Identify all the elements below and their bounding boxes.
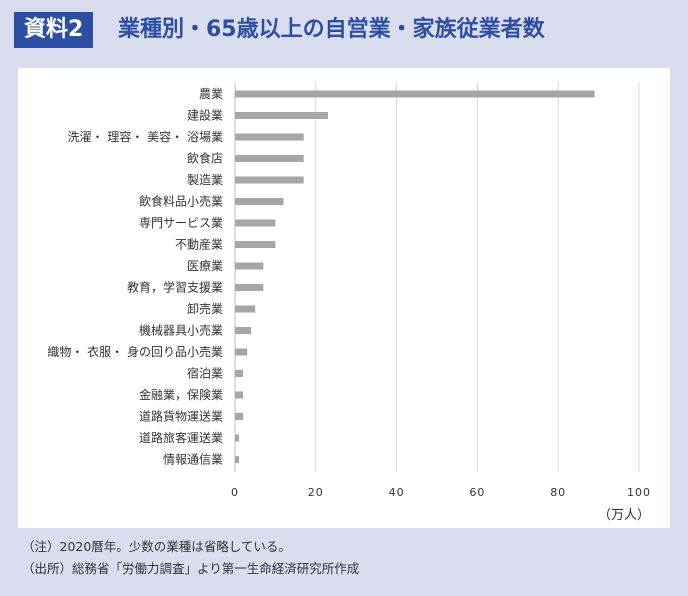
bar (235, 456, 240, 463)
category-label: 機械器具小売業 (139, 323, 223, 338)
bar (235, 112, 328, 119)
category-label: 飲食料品小売業 (139, 194, 223, 209)
category-label: 飲食店 (187, 151, 223, 166)
chart-panel: 0 20 40 60 80 100 農業建設業洗濯・ 理容・ 美容・ 浴場業飲食店製造業飲食… (18, 68, 670, 528)
category-label: 道路貨物運送業 (139, 409, 223, 424)
x-tick-label: 0 (231, 486, 239, 499)
category-label: 医療業 (187, 259, 223, 273)
footnote-note: （注）2020暦年。少数の業種は省略している。 (22, 539, 291, 554)
x-axis-unit-label: （万人） (598, 508, 651, 523)
figure-title: 業種別・65歳以上の自営業・家族従業者数 (118, 17, 545, 42)
bar (235, 327, 252, 334)
bar (235, 133, 304, 141)
bar (235, 198, 284, 205)
bar (235, 262, 264, 270)
footnotes: （注）2020暦年。少数の業種は省略している。 （出所）総務省「労働力調査」より… (22, 536, 359, 580)
category-label: 製造業 (187, 173, 223, 187)
category-label: 農業 (199, 87, 223, 101)
bar (235, 370, 244, 377)
bar (235, 413, 244, 420)
category-label: 情報通信業 (163, 453, 223, 467)
category-label: 洗濯・ 理容・ 美容・ 浴場業 (68, 129, 223, 144)
category-label: 不動産業 (175, 237, 223, 252)
bar (235, 176, 304, 184)
x-tick-label: 80 (550, 486, 566, 499)
category-label: 織物・ 衣服・ 身の回り品小売業 (47, 344, 223, 359)
bar (235, 155, 304, 162)
category-label: 教育，学習支援業 (127, 280, 223, 295)
bar (235, 391, 244, 399)
x-tick-label: 20 (308, 486, 324, 499)
x-tick-label: 100 (627, 486, 651, 499)
bar (235, 241, 276, 248)
category-label: 専門サービス業 (139, 216, 223, 230)
category-label: 宿泊業 (187, 366, 223, 381)
category-label: 金融業，保険業 (139, 387, 223, 402)
category-label: 卸売業 (187, 301, 223, 316)
bar (235, 305, 256, 313)
figure-number-badge: 資料2 (14, 12, 94, 48)
bar (235, 219, 276, 227)
x-tick-label: 40 (389, 486, 405, 499)
bar (235, 284, 264, 291)
x-tick-label: 60 (469, 486, 485, 499)
category-label: 道路旅客運送業 (139, 430, 223, 445)
category-label: 建設業 (187, 108, 223, 123)
footnote-source: （出所）総務省「労働力調査」より第一生命経済研究所作成 (22, 561, 360, 576)
bar (235, 90, 595, 98)
bar (235, 434, 240, 442)
bar (235, 348, 248, 356)
